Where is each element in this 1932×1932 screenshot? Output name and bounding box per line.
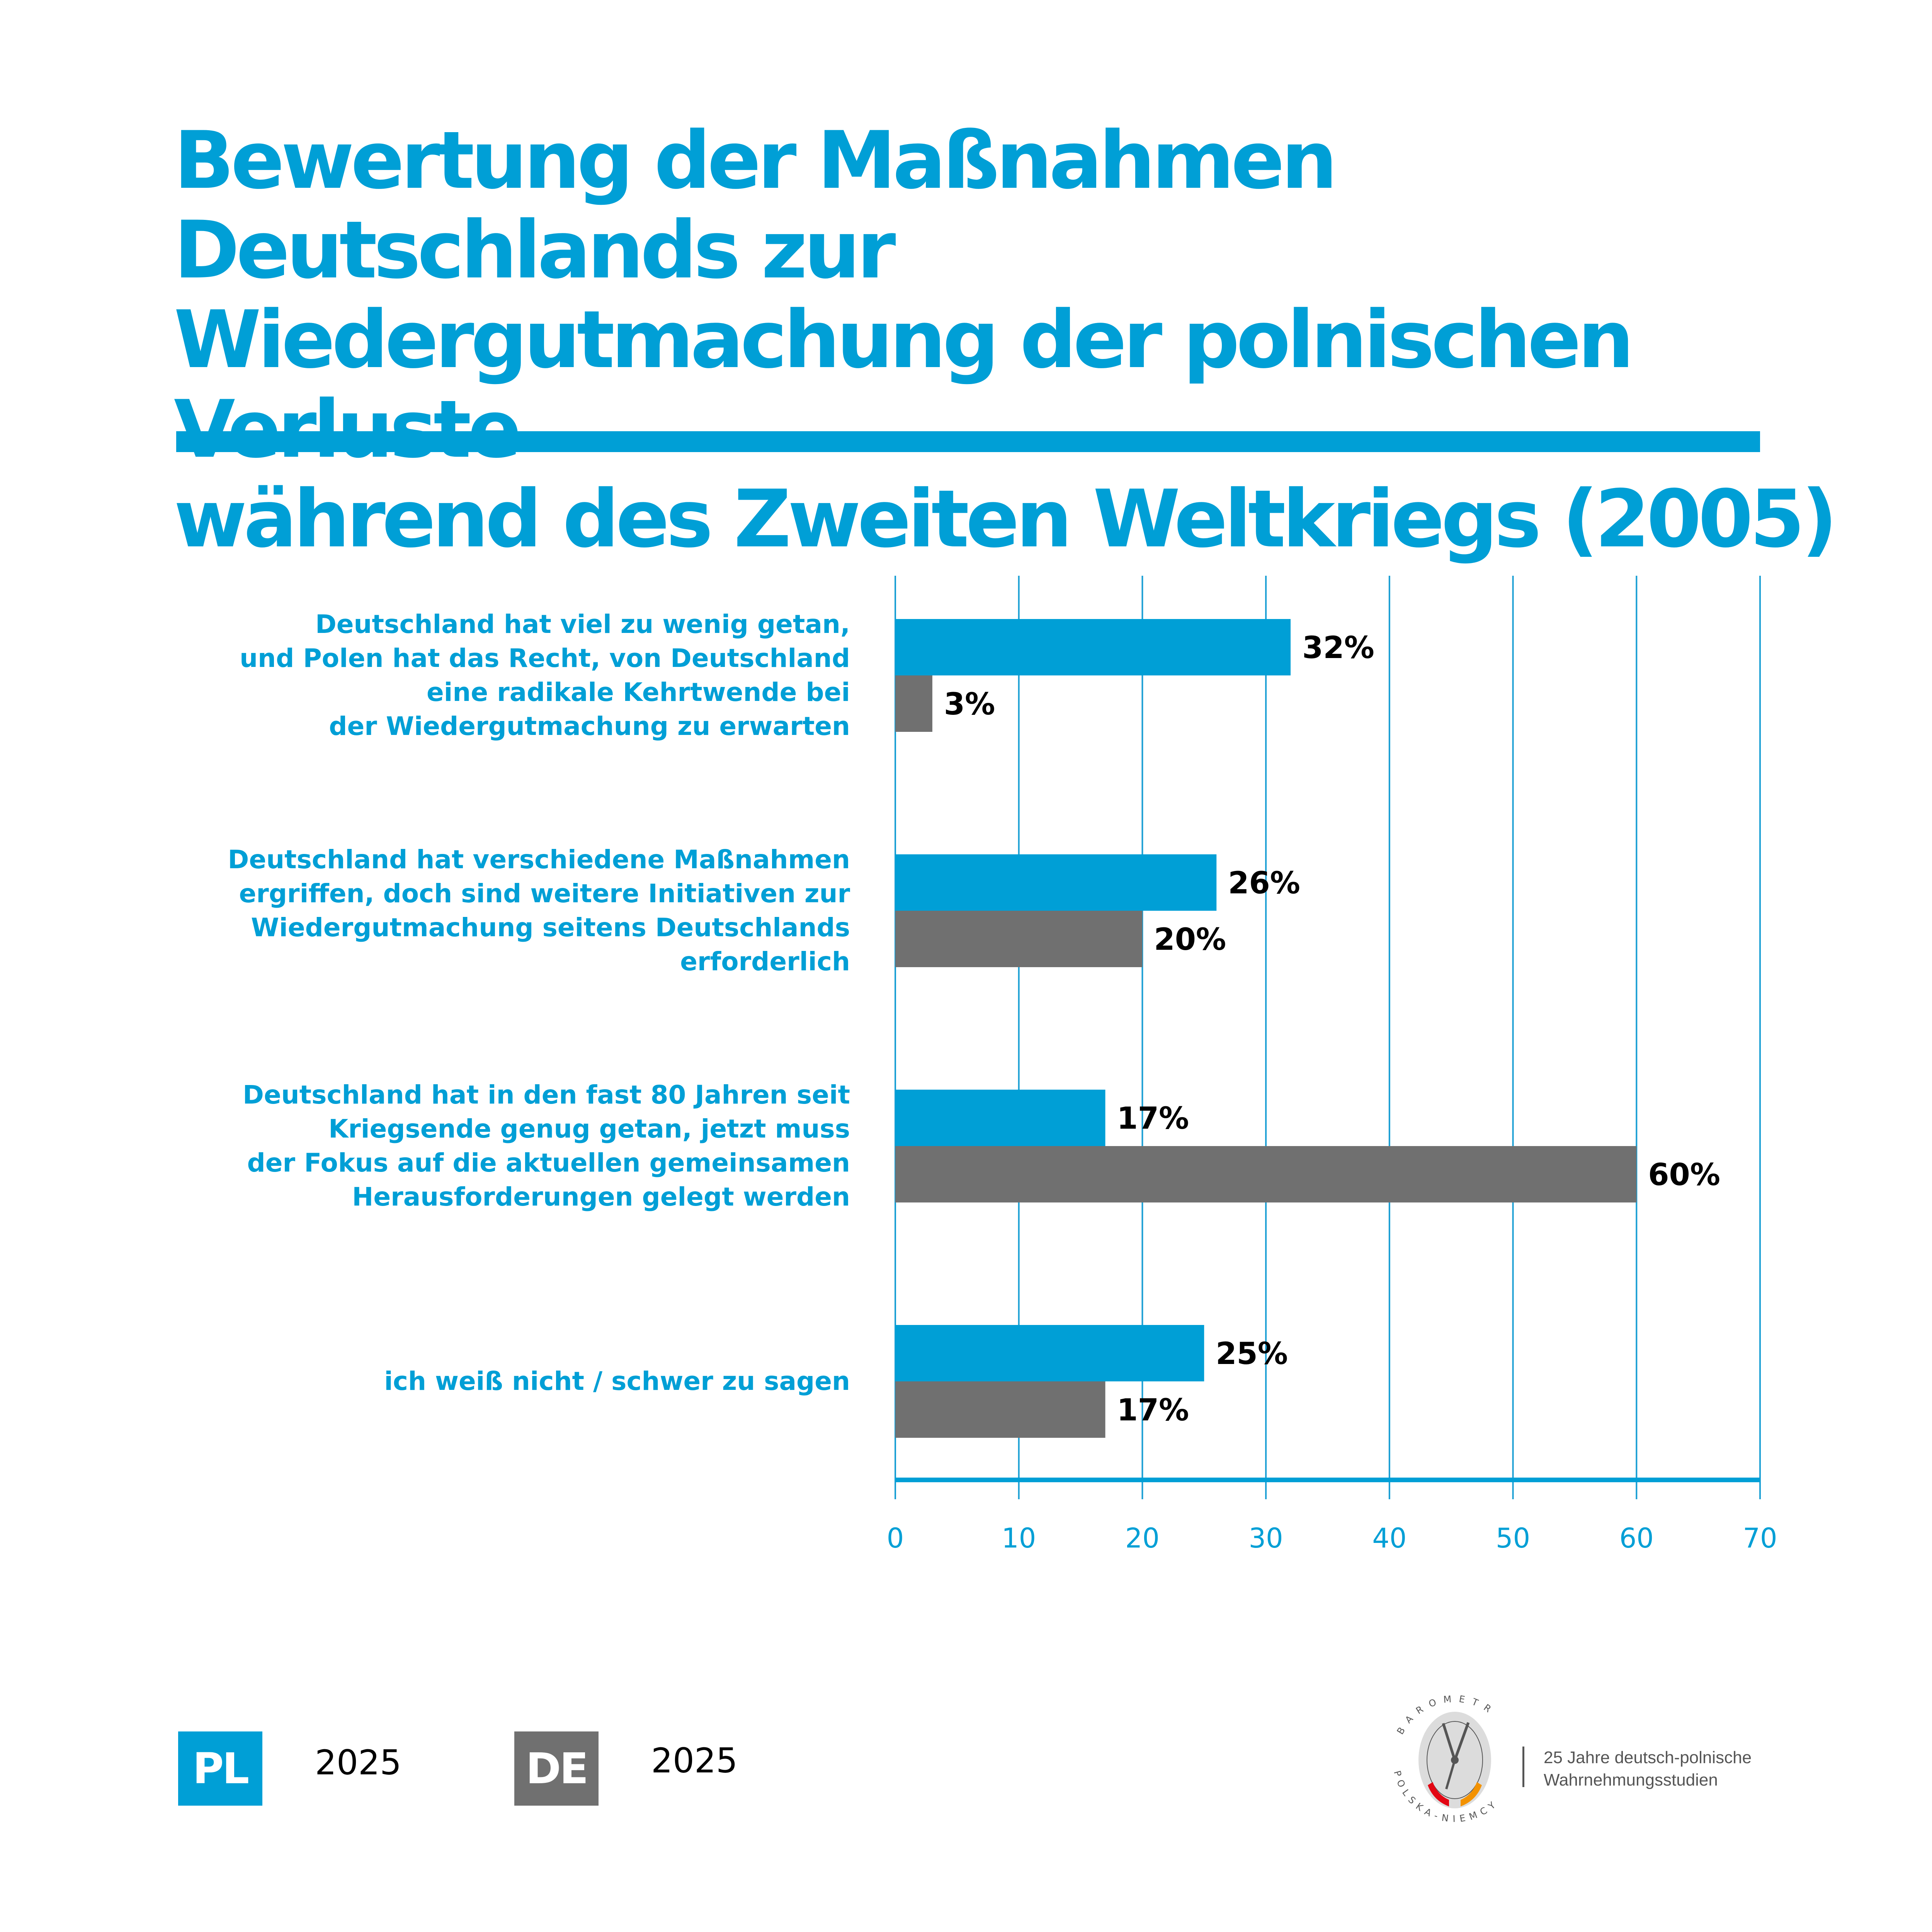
x-tick-label: 40 (1372, 1522, 1406, 1554)
legend-pl-year: 2025 (315, 1743, 401, 1782)
category-label: ich weiß nicht / schwer zu sagen (116, 1364, 850, 1398)
title-line-1: Bewertung der Maßnahmen Deutschlands zur (174, 115, 1338, 296)
category-label-line: Kriegsende genug getan, jetzt muss (328, 1114, 850, 1144)
category-label-line: Deutschland hat in den fast 80 Jahren se… (243, 1080, 850, 1110)
value-label: 25% (1216, 1337, 1288, 1371)
x-tick-label: 20 (1125, 1522, 1160, 1554)
category-label-line: Wiedergutmachung seitens Deutschlands (251, 913, 850, 942)
logo-separator (1522, 1747, 1524, 1787)
x-tick-label: 10 (1002, 1522, 1036, 1554)
x-tick-label: 0 (887, 1522, 904, 1554)
logo-caption-line-1: 25 Jahre deutsch-polnische (1544, 1748, 1752, 1767)
value-label: 20% (1154, 922, 1226, 957)
bar-de (895, 1381, 1105, 1438)
title-line-3: während des Zweiten Weltkriegs (2005) (174, 473, 1838, 565)
logo-caption: 25 Jahre deutsch-polnische Wahrnehmungss… (1544, 1747, 1752, 1791)
bar-pl (895, 1090, 1105, 1146)
title-line-2: Wiedergutmachung der polnischen Verluste (174, 294, 1634, 476)
barometr-logo-icon: BAROMETR POLSKA-NIEMCY (1392, 1693, 1497, 1824)
value-label: 32% (1302, 631, 1374, 665)
logo-caption-line-2: Wahrnehmungsstudien (1544, 1770, 1718, 1789)
x-axis-line (895, 1478, 1760, 1482)
category-label-line: der Fokus auf die aktuellen gemeinsamen (247, 1148, 850, 1178)
bar-pl (895, 854, 1217, 911)
value-label: 3% (944, 687, 995, 722)
bar-pl (895, 619, 1291, 675)
legend-pl-code: PL (192, 1744, 250, 1793)
logo-flag-de (1461, 1782, 1482, 1806)
value-label: 17% (1117, 1393, 1189, 1428)
x-tick-label: 70 (1743, 1522, 1777, 1554)
category-label: Deutschland hat viel zu wenig getan, und … (116, 607, 850, 743)
value-label: 26% (1228, 866, 1300, 901)
bar-de (895, 1146, 1637, 1202)
legend-de-swatch: DE (514, 1731, 599, 1806)
logo-flag-pl (1428, 1782, 1449, 1806)
legend-pl-swatch: PL (178, 1731, 262, 1806)
category-label: Deutschland hat in den fast 80 Jahren se… (116, 1078, 850, 1214)
bar-de (895, 911, 1143, 967)
category-label-line: und Polen hat das Recht, von Deutschland (240, 643, 850, 673)
title-divider (176, 431, 1760, 452)
legend-de-code: DE (526, 1744, 588, 1793)
legend-de-year: 2025 (651, 1741, 738, 1781)
x-tick-label: 60 (1619, 1522, 1654, 1554)
category-label: Deutschland hat verschiedene Maßnahmen er… (116, 843, 850, 979)
x-tick-label: 30 (1249, 1522, 1283, 1554)
category-label-line: Herausforderungen gelegt werden (352, 1182, 850, 1212)
value-label: 17% (1117, 1101, 1189, 1136)
category-label-line: Deutschland hat verschiedene Maßnahmen (228, 845, 850, 874)
bar-pl (895, 1325, 1204, 1381)
chart-title: Bewertung der Maßnahmen Deutschlands zur… (174, 115, 1838, 565)
category-label-line: eine radikale Kehrtwende bei (426, 677, 850, 707)
value-label: 60% (1648, 1158, 1720, 1192)
x-tick-label: 50 (1496, 1522, 1530, 1554)
category-label-line: der Wiedergutmachung zu erwarten (329, 711, 850, 741)
category-label-line: Deutschland hat viel zu wenig getan, (315, 609, 850, 639)
category-label-line: ich weiß nicht / schwer zu sagen (384, 1366, 850, 1396)
category-label-line: erforderlich (680, 947, 850, 976)
category-label-line: ergriffen, doch sind weitere Initiativen… (239, 879, 850, 908)
bar-de (895, 675, 932, 732)
